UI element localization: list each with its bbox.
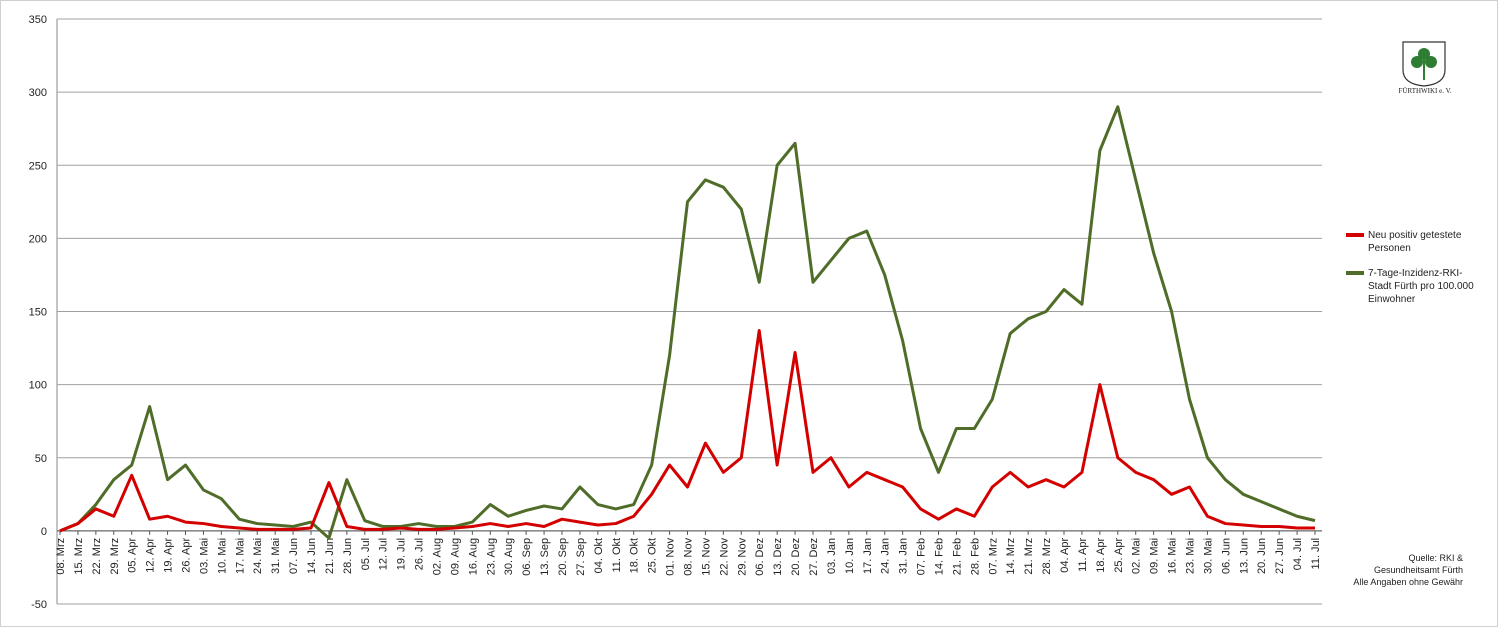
x-tick-label: 25. Okt <box>647 538 659 573</box>
x-tick-label: 11. Okt <box>611 538 623 573</box>
y-tick-label: -50 <box>31 599 47 611</box>
y-tick-label: 100 <box>29 380 47 392</box>
x-tick-label: 13. Dez <box>772 538 784 576</box>
logo-text: FÜRTHWIKI e. V. <box>1399 87 1452 95</box>
x-tick-label: 08. Nov <box>683 537 695 575</box>
x-tick-label: 27. Dez <box>808 538 820 576</box>
x-tick-label: 04. Apr <box>1059 538 1071 573</box>
x-tick-label: 17. Jan <box>862 538 874 574</box>
x-tick-label: 01. Nov <box>665 537 677 575</box>
x-tick-label: 29. Mrz <box>109 538 121 575</box>
x-tick-label: 30. Mai <box>1202 538 1214 574</box>
y-tick-label: 0 <box>41 526 47 538</box>
x-tick-label: 18. Okt <box>629 538 641 573</box>
x-tick-label: 15. Mrz <box>73 538 85 575</box>
x-tick-label: 22. Mrz <box>91 538 103 575</box>
x-tick-label: 09. Mai <box>1149 538 1161 574</box>
x-tick-label: 04. Jul <box>1292 538 1304 570</box>
x-tick-label: 13. Sep <box>539 538 551 576</box>
y-tick-label: 350 <box>29 14 47 26</box>
x-tick-label: 12. Jul <box>378 538 390 570</box>
x-tick-label: 09. Aug <box>449 538 461 575</box>
x-tick-label: 28. Jun <box>342 538 354 574</box>
x-tick-label: 27. Jun <box>1274 538 1286 574</box>
x-tick-label: 16. Mai <box>1167 538 1179 574</box>
x-tick-label: 28. Feb <box>969 538 981 575</box>
x-tick-label: 13. Jun <box>1238 538 1250 574</box>
x-tick-label: 17. Mai <box>234 538 246 574</box>
x-tick-label: 26. Apr <box>181 538 193 573</box>
x-tick-label: 19. Apr <box>163 538 175 573</box>
x-tick-label: 25. Apr <box>1113 538 1125 573</box>
x-tick-label: 23. Aug <box>485 538 497 575</box>
x-tick-label: 28. Mrz <box>1041 538 1053 575</box>
x-tick-label: 06. Jun <box>1220 538 1232 574</box>
x-tick-label: 03. Jan <box>826 538 838 574</box>
x-tick-label: 26. Jul <box>414 538 426 570</box>
source-text: Gesundheitsamt Fürth <box>1373 565 1463 575</box>
x-tick-label: 21. Mrz <box>1023 538 1035 575</box>
x-tick-label: 03. Mai <box>198 538 210 574</box>
x-tick-label: 14. Mrz <box>1005 538 1017 575</box>
x-tick-label: 22. Nov <box>718 537 730 575</box>
x-tick-label: 07. Feb <box>916 538 928 575</box>
y-tick-label: 50 <box>35 453 47 465</box>
logo-icon <box>1402 41 1446 87</box>
source-text: Alle Angaben ohne Gewähr <box>1353 577 1463 587</box>
x-tick-label: 16. Aug <box>467 538 479 575</box>
y-tick-label: 150 <box>29 307 47 319</box>
x-tick-label: 04. Okt <box>593 538 605 573</box>
x-tick-label: 21. Feb <box>951 538 963 575</box>
data-line <box>59 329 1315 533</box>
y-tick-label: 300 <box>29 87 47 99</box>
data-line <box>59 105 1316 540</box>
x-tick-label: 07. Mrz <box>987 538 999 575</box>
x-tick-label: 12. Apr <box>145 538 157 573</box>
x-tick-label: 15. Nov <box>700 537 712 575</box>
x-tick-label: 07. Jun <box>288 538 300 574</box>
x-tick-label: 21. Jun <box>324 538 336 574</box>
x-tick-label: 30. Aug <box>503 538 515 575</box>
x-tick-label: 24. Mai <box>252 538 264 574</box>
x-tick-label: 20. Jun <box>1256 538 1268 574</box>
legend-label: 7-Tage-Inzidenz-RKI-Stadt Fürth pro 100.… <box>1368 268 1474 305</box>
x-tick-label: 02. Mai <box>1131 538 1143 574</box>
legend-label: Neu positiv getestete Personen <box>1368 230 1462 254</box>
x-tick-label: 24. Jan <box>880 538 892 574</box>
y-tick-label: 200 <box>29 233 47 245</box>
x-tick-label: 31. Mai <box>270 538 282 574</box>
x-tick-label: 10. Mai <box>216 538 228 574</box>
x-tick-label: 10. Jan <box>844 538 856 574</box>
x-tick-label: 29. Nov <box>736 537 748 575</box>
y-tick-label: 250 <box>29 160 47 172</box>
x-tick-label: 06. Dez <box>754 538 766 576</box>
x-tick-label: 05. Apr <box>127 538 139 573</box>
x-tick-label: 14. Jun <box>306 538 318 574</box>
x-tick-label: 27. Sep <box>575 538 587 576</box>
x-tick-label: 20. Sep <box>557 538 569 576</box>
x-tick-label: 23. Mai <box>1185 538 1197 574</box>
x-tick-label: 11. Jul <box>1310 538 1322 570</box>
x-tick-label: 11. Apr <box>1077 538 1089 572</box>
x-tick-label: 06. Sep <box>521 538 533 576</box>
x-tick-label: 05. Jul <box>360 538 372 570</box>
x-tick-label: 02. Aug <box>432 538 444 575</box>
source-text: Quelle: RKI & <box>1408 553 1463 563</box>
x-tick-label: 08. Mrz <box>55 538 67 575</box>
x-tick-label: 31. Jan <box>898 538 910 574</box>
x-tick-label: 19. Jul <box>396 538 408 570</box>
x-tick-label: 14. Feb <box>934 538 946 575</box>
x-tick-label: 18. Apr <box>1095 538 1107 573</box>
x-tick-label: 20. Dez <box>790 538 802 576</box>
